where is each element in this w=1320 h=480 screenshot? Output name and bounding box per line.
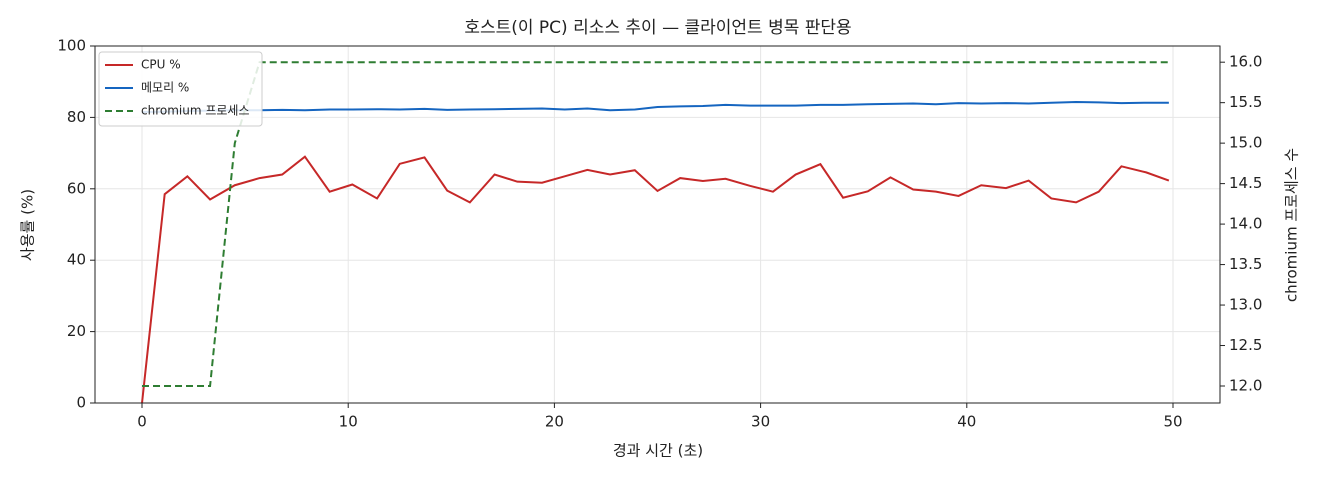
y2-tick-label: 14.0 (1229, 215, 1262, 233)
x-tick-label: 50 (1163, 413, 1182, 431)
x-tick-label: 10 (339, 413, 358, 431)
y2-tick-label: 13.5 (1229, 255, 1262, 273)
legend-label: chromium 프로세스 (141, 104, 250, 118)
y2-tick-label: 12.0 (1229, 377, 1262, 395)
y-tick-label: 40 (67, 251, 86, 269)
y2-tick-label: 14.5 (1229, 174, 1262, 192)
legend-box (98, 51, 263, 127)
y-tick-label: 80 (67, 108, 86, 126)
y-tick-label: 0 (76, 394, 86, 412)
series-line (141, 101, 1169, 114)
y2-tick-label: 15.5 (1229, 93, 1262, 111)
y-tick-label: 60 (67, 179, 86, 197)
series-line (142, 61, 1169, 387)
series-line (141, 155, 1170, 404)
x-tick-label: 20 (545, 413, 564, 431)
y-tick-label: 20 (67, 322, 86, 340)
y2-axis-label: chromium 프로세스 수 (1283, 148, 1301, 302)
x-tick-label: 30 (751, 413, 770, 431)
legend-label: CPU % (141, 58, 181, 72)
y-axis-label: 사용률 (%) (19, 189, 37, 261)
y2-tick-label: 16.0 (1229, 53, 1262, 71)
legend-label: 메모리 % (141, 81, 189, 95)
plot-frame (94, 45, 1221, 404)
y2-tick-label: 12.5 (1229, 336, 1262, 354)
x-tick-label: 0 (137, 413, 147, 431)
y2-tick-label: 13.0 (1229, 296, 1262, 314)
y-tick-label: 100 (57, 37, 86, 55)
chart-title: 호스트(이 PC) 리소스 추이 — 클라이언트 병목 판단용 (464, 18, 851, 38)
y2-tick-label: 15.0 (1229, 134, 1262, 152)
x-axis-label: 경과 시간 (초) (613, 442, 703, 460)
x-tick-label: 40 (957, 413, 976, 431)
